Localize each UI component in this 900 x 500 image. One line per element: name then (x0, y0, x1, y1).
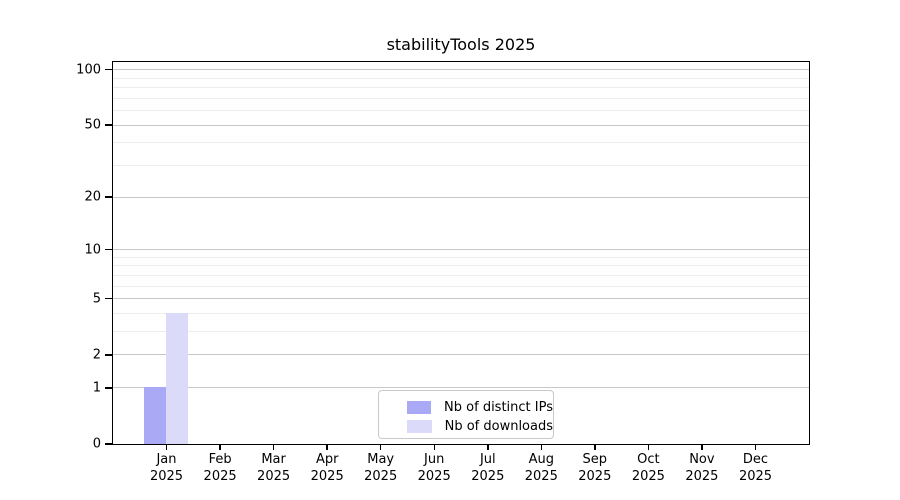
y-tick-1 (105, 387, 112, 389)
x-tick-label-jan: Jan 2025 (149, 452, 184, 484)
x-tick-label-sep: Sep 2025 (578, 452, 612, 484)
x-tick-dec (754, 444, 757, 450)
y-tick-100 (105, 68, 112, 71)
bar-jan-2025-downloads (166, 313, 188, 444)
gridline-10 (112, 249, 809, 250)
bar-jan-2025-distinct-ips (144, 387, 166, 444)
gridline-90 (112, 77, 809, 79)
x-tick-label-jul: Jul 2025 (471, 452, 505, 484)
gridline-60 (112, 110, 809, 112)
y-tick-2 (105, 354, 112, 356)
y-tick-50 (105, 124, 112, 126)
y-tick-label-20: 20 (84, 189, 101, 205)
y-tick-label-0: 0 (92, 436, 101, 452)
gridline-1 (112, 387, 809, 389)
y-tick-label-10: 10 (84, 242, 101, 257)
y-tick-10 (105, 248, 112, 251)
y-tick-label-2: 2 (92, 347, 101, 363)
x-tick-label-apr: Apr 2025 (310, 452, 344, 484)
x-tick-sep (594, 444, 596, 450)
gridline-6 (112, 285, 809, 287)
y-tick-label-50: 50 (84, 117, 101, 133)
y-tick-label-5: 5 (92, 291, 101, 307)
legend-label-downloads: Nb of downloads (444, 419, 553, 434)
y-tick-0 (105, 443, 112, 445)
x-tick-jul (487, 444, 489, 450)
gridline-5 (112, 298, 809, 300)
x-tick-jun (433, 444, 435, 450)
x-tick-nov (701, 444, 703, 450)
chart-title: stabilityTools 2025 (386, 35, 536, 54)
gridline-2 (112, 354, 809, 356)
gridline-8 (112, 265, 809, 267)
y-tick-label-1: 1 (92, 380, 101, 396)
plot-area (111, 60, 810, 445)
x-tick-oct (647, 444, 650, 450)
x-tick-label-nov: Nov 2025 (685, 452, 719, 484)
x-tick-label-feb: Feb 2025 (203, 452, 237, 484)
y-tick-label-100: 100 (76, 62, 101, 78)
x-tick-mar (272, 444, 275, 450)
x-tick-label-mar: Mar 2025 (257, 452, 291, 484)
gridline-50 (112, 124, 809, 126)
downloads-swatch (407, 420, 432, 433)
x-tick-apr (326, 444, 328, 450)
x-tick-jan (165, 444, 168, 450)
gridline-70 (112, 97, 809, 99)
x-tick-label-oct: Oct 2025 (631, 452, 665, 484)
x-tick-label-may: May 2025 (364, 452, 398, 484)
gridline-80 (112, 87, 809, 89)
gridline-7 (112, 274, 809, 276)
gridline-3 (112, 331, 809, 333)
gridline-40 (112, 142, 809, 144)
legend: Nb of distinct IPs Nb of downloads (378, 390, 554, 439)
gridline-9 (112, 256, 809, 258)
legend-entry-downloads: Nb of downloads (407, 417, 553, 436)
x-tick-label-aug: Aug 2025 (524, 452, 558, 484)
legend-entry-distinct-ips: Nb of distinct IPs (407, 398, 553, 417)
gridline-20 (112, 196, 809, 198)
x-tick-label-jun: Jun 2025 (417, 452, 451, 484)
x-tick-label-dec: Dec 2025 (738, 452, 773, 484)
gridline-4 (112, 313, 809, 314)
x-tick-aug (540, 444, 543, 450)
x-tick-feb (219, 444, 221, 450)
legend-label-distinct-ips: Nb of distinct IPs (444, 400, 553, 415)
y-tick-5 (105, 297, 112, 300)
x-tick-may (379, 444, 382, 450)
gridline-100 (112, 69, 809, 71)
y-tick-20 (105, 196, 112, 198)
gridline-30 (112, 165, 809, 166)
distinct-ips-swatch (407, 401, 432, 414)
